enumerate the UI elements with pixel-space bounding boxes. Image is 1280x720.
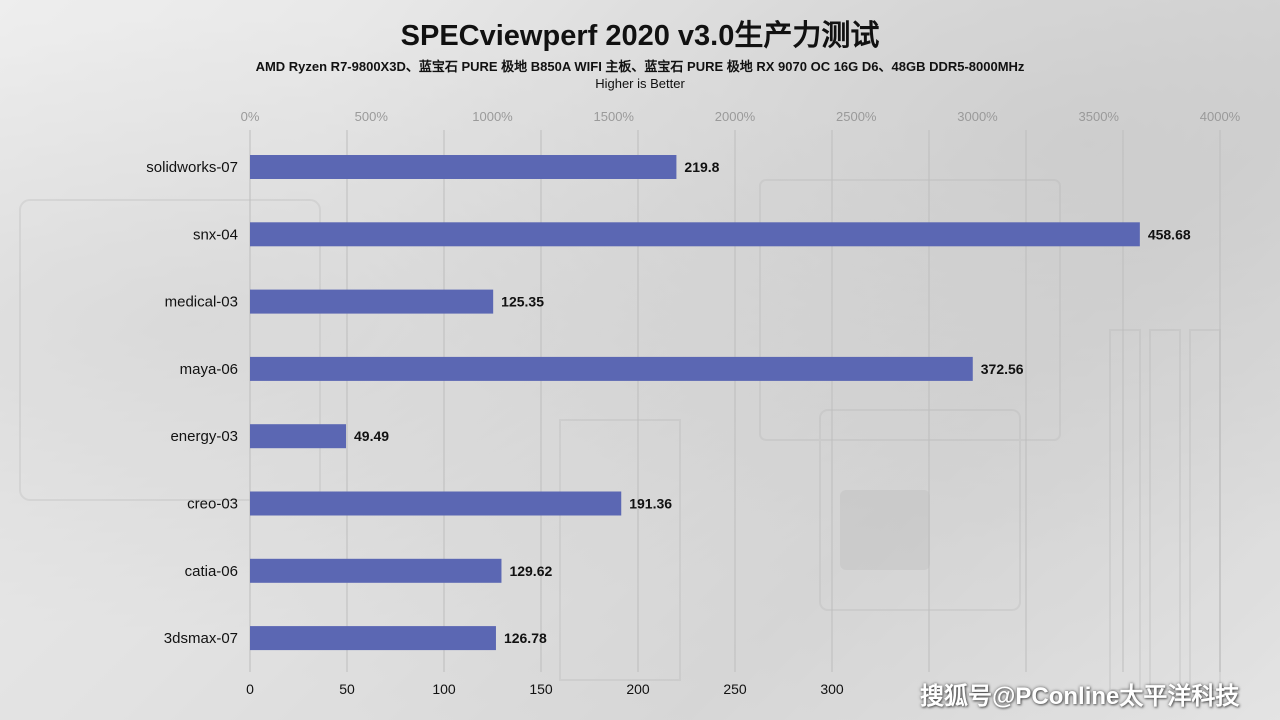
bar [250, 289, 494, 314]
data-label: 219.8 [684, 159, 719, 175]
category-label: medical-03 [165, 294, 238, 311]
category-label: maya-06 [180, 361, 238, 378]
category-label: creo-03 [187, 496, 238, 513]
bar [250, 424, 347, 449]
category-label: 3dsmax-07 [164, 630, 238, 647]
data-label: 126.78 [504, 630, 547, 646]
data-label: 125.35 [501, 294, 544, 310]
data-labels: 219.8 458.68 125.35 372.56 49.49 191.36 129.62… [354, 159, 1191, 646]
bar [250, 626, 496, 651]
grid-lines [249, 130, 1221, 672]
top-axis-tick-label: 4000% [1200, 109, 1241, 124]
category-label: snx-04 [193, 226, 238, 243]
top-axis-tick-label: 3500% [1079, 109, 1120, 124]
bar [250, 558, 502, 583]
category-label: solidworks-07 [146, 159, 238, 176]
data-label: 129.62 [509, 563, 552, 579]
top-axis-tick-label: 1500% [594, 109, 635, 124]
data-label: 458.68 [1148, 226, 1191, 242]
bottom-axis: 0 50 100 150 200 250 300 [246, 681, 844, 697]
data-label: 191.36 [629, 496, 672, 512]
data-label: 372.56 [981, 361, 1024, 377]
category-axis: solidworks-07 snx-04 medical-03 maya-06 ener… [146, 130, 251, 672]
bars [250, 155, 1140, 651]
top-axis-tick-label: 0% [241, 109, 260, 124]
chart-note: Higher is Better [595, 76, 685, 91]
category-label: catia-06 [185, 563, 238, 580]
bottom-axis-tick-label: 100 [432, 681, 456, 697]
top-axis-tick-label: 3000% [957, 109, 998, 124]
bottom-axis-tick-label: 200 [626, 681, 650, 697]
top-axis-tick-label: 2500% [836, 109, 877, 124]
bar [250, 222, 1140, 247]
top-axis-tick-label: 1000% [472, 109, 513, 124]
chart-subtitle: AMD Ryzen R7-9800X3D、蓝宝石 PURE 极地 B850A W… [255, 59, 1025, 74]
top-axis-tick-label: 2000% [715, 109, 756, 124]
top-axis-tick-label: 500% [355, 109, 389, 124]
top-axis: 0% 500% 1000% 1500% 2000% 2500% 3000% 3500% 4000… [241, 109, 1241, 124]
chart-title: SPECviewperf 2020 v3.0生产力测试 [400, 20, 880, 52]
watermark: 搜狐号@PConline太平洋科技 [920, 683, 1240, 710]
bottom-axis-tick-label: 300 [820, 681, 844, 697]
bottom-axis-tick-label: 250 [723, 681, 747, 697]
bottom-axis-tick-label: 0 [246, 681, 254, 697]
category-label: energy-03 [170, 428, 238, 445]
bottom-axis-tick-label: 150 [529, 681, 553, 697]
bottom-axis-tick-label: 50 [339, 681, 355, 697]
data-label: 49.49 [354, 428, 389, 444]
bar [250, 155, 677, 179]
bar [250, 491, 622, 516]
bar [250, 356, 973, 381]
